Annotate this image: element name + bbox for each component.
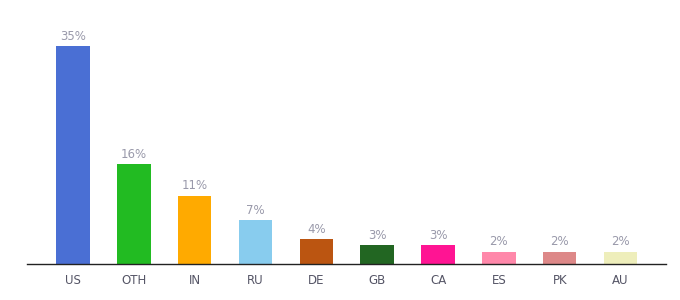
Bar	[543, 251, 577, 264]
Text: 16%: 16%	[121, 148, 147, 161]
Bar	[239, 220, 272, 264]
Bar	[422, 245, 455, 264]
Text: 35%: 35%	[60, 30, 86, 43]
Bar	[482, 251, 515, 264]
Text: 3%: 3%	[368, 229, 386, 242]
Text: 11%: 11%	[182, 179, 208, 192]
Bar	[604, 251, 637, 264]
Text: 4%: 4%	[307, 223, 326, 236]
Text: 7%: 7%	[246, 204, 265, 217]
Text: 2%: 2%	[611, 236, 630, 248]
Text: 2%: 2%	[490, 236, 508, 248]
Text: 2%: 2%	[550, 236, 569, 248]
Bar	[360, 245, 394, 264]
Bar	[56, 46, 90, 264]
Bar	[300, 239, 333, 264]
Bar	[178, 196, 211, 264]
Text: 3%: 3%	[429, 229, 447, 242]
Bar	[117, 164, 150, 264]
